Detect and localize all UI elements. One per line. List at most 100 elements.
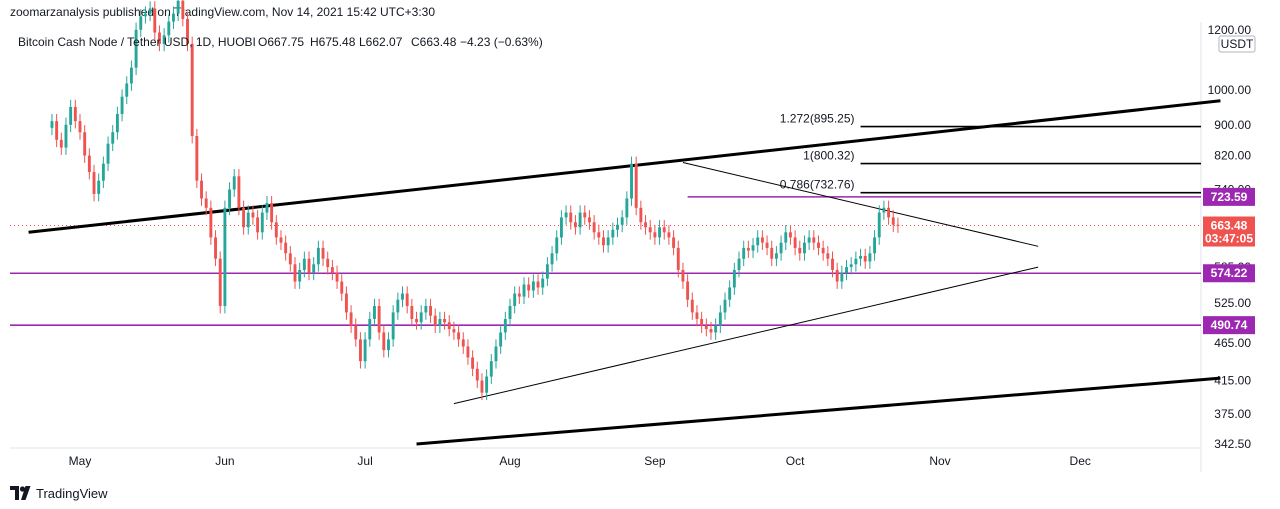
candle[interactable]	[704, 318, 708, 337]
candle[interactable]	[718, 305, 722, 333]
triangle-lower-line[interactable]	[453, 266, 1039, 405]
candle[interactable]	[115, 106, 119, 140]
candle[interactable]	[312, 257, 316, 281]
candle[interactable]	[209, 200, 213, 245]
candle[interactable]	[573, 215, 577, 235]
candle[interactable]	[50, 113, 54, 136]
candle[interactable]	[373, 298, 376, 327]
candle[interactable]	[358, 332, 362, 369]
candle[interactable]	[812, 230, 816, 250]
candle[interactable]	[770, 240, 774, 267]
candle[interactable]	[349, 305, 353, 333]
candle[interactable]	[583, 205, 587, 225]
candle[interactable]	[709, 321, 713, 340]
candle[interactable]	[186, 11, 189, 52]
candle[interactable]	[78, 113, 82, 140]
level-price-badge[interactable]	[1203, 187, 1255, 206]
candle[interactable]	[681, 262, 685, 289]
candle[interactable]	[489, 354, 493, 384]
candle[interactable]	[597, 225, 601, 245]
candle[interactable]	[335, 265, 339, 289]
candle[interactable]	[658, 220, 662, 245]
candle[interactable]	[55, 113, 59, 148]
candle[interactable]	[793, 230, 797, 256]
candle[interactable]	[424, 298, 428, 320]
candle[interactable]	[485, 369, 489, 401]
candle[interactable]	[256, 210, 260, 240]
candle[interactable]	[274, 215, 278, 245]
candle[interactable]	[167, 14, 171, 43]
candle[interactable]	[293, 257, 297, 289]
candle[interactable]	[728, 280, 732, 308]
candle[interactable]	[564, 205, 568, 225]
candle[interactable]	[625, 191, 629, 225]
candle[interactable]	[676, 240, 680, 278]
candle[interactable]	[59, 132, 63, 155]
candle[interactable]	[854, 251, 858, 272]
candle[interactable]	[882, 200, 886, 220]
candle[interactable]	[284, 235, 288, 261]
candle[interactable]	[387, 332, 390, 358]
candle[interactable]	[592, 215, 596, 240]
candle[interactable]	[667, 225, 671, 245]
candle[interactable]	[690, 292, 694, 320]
candle[interactable]	[232, 169, 236, 197]
candle[interactable]	[246, 205, 250, 235]
triangle-upper-line[interactable]	[682, 161, 1039, 247]
candle[interactable]	[606, 230, 610, 253]
candle[interactable]	[410, 298, 414, 327]
candle[interactable]	[480, 373, 484, 401]
candle[interactable]	[111, 125, 115, 152]
candle[interactable]	[237, 169, 241, 216]
candle[interactable]	[569, 205, 573, 230]
candle[interactable]	[83, 125, 87, 163]
level-price-badge[interactable]	[1203, 316, 1255, 335]
candle[interactable]	[415, 311, 418, 330]
currency-badge[interactable]	[1218, 35, 1256, 53]
candle[interactable]	[396, 292, 400, 320]
candle[interactable]	[541, 271, 545, 295]
candle[interactable]	[774, 246, 778, 267]
candle[interactable]	[195, 128, 199, 189]
candle[interactable]	[279, 230, 283, 250]
candle[interactable]	[559, 210, 563, 245]
candle[interactable]	[821, 240, 825, 261]
candle[interactable]	[826, 246, 830, 267]
candle[interactable]	[695, 305, 699, 327]
candle[interactable]	[139, 9, 143, 38]
candle[interactable]	[382, 325, 386, 358]
candle[interactable]	[97, 173, 101, 202]
candle[interactable]	[508, 298, 512, 327]
candle[interactable]	[251, 205, 255, 225]
candle[interactable]	[522, 277, 526, 304]
channel-upper-line[interactable]	[28, 99, 1221, 234]
candle[interactable]	[616, 217, 619, 238]
candle[interactable]	[307, 251, 311, 281]
candle[interactable]	[555, 230, 559, 261]
candle[interactable]	[363, 332, 367, 369]
candle[interactable]	[536, 274, 540, 295]
candle[interactable]	[260, 205, 264, 240]
candle[interactable]	[756, 230, 760, 253]
candle[interactable]	[550, 246, 554, 272]
level-price-badge[interactable]	[1203, 264, 1255, 283]
candle[interactable]	[831, 251, 834, 278]
candle[interactable]	[429, 298, 432, 324]
candle[interactable]	[120, 89, 124, 122]
candle[interactable]	[630, 156, 633, 206]
candle[interactable]	[798, 240, 802, 261]
candle[interactable]	[620, 210, 624, 233]
candle[interactable]	[639, 200, 643, 230]
candle[interactable]	[517, 286, 521, 304]
candle[interactable]	[835, 262, 839, 289]
candle[interactable]	[527, 277, 531, 298]
candle[interactable]	[513, 286, 517, 314]
candle[interactable]	[64, 117, 68, 155]
candle[interactable]	[190, 36, 194, 144]
candle[interactable]	[466, 339, 470, 365]
candle[interactable]	[438, 311, 442, 333]
candle[interactable]	[377, 298, 381, 340]
candle[interactable]	[887, 200, 891, 225]
candle[interactable]	[634, 156, 638, 216]
candle[interactable]	[873, 230, 877, 261]
